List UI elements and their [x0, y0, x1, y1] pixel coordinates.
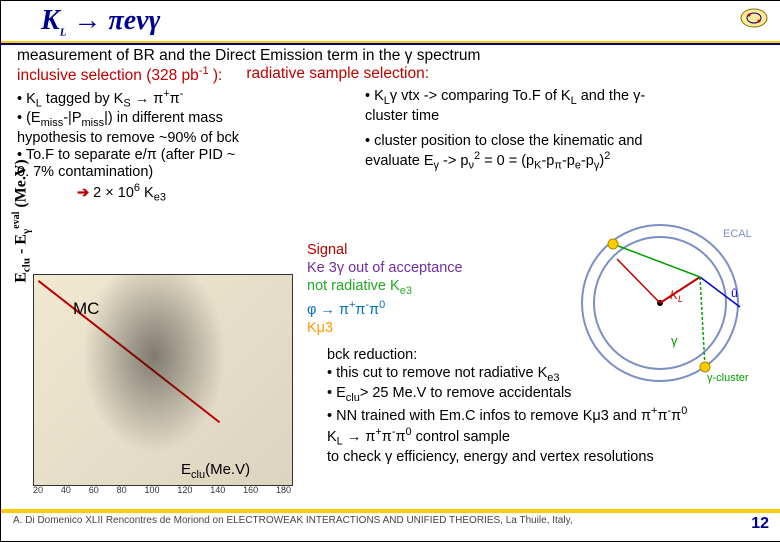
- inclusive-selection-label: inclusive selection (328 pb-1 ):: [17, 65, 222, 85]
- scatter-plot: [33, 274, 293, 486]
- svg-text:γ-cluster: γ-cluster: [707, 372, 749, 384]
- footer-text: A. Di Domenico XLII Rencontres de Morion…: [13, 515, 573, 526]
- right-column: • KLγ vtx -> comparing To.F of KL and th…: [365, 88, 769, 205]
- plot-xticks: 20406080100120140160180: [33, 485, 291, 495]
- bck-bullet: • Eclu> 25 Me.V to remove accidentals: [327, 385, 767, 405]
- bullet: • (Emiss-|Pmiss|) in different mass: [17, 110, 357, 130]
- plot-ylabel: Eclu - Eγeval (Me.V): [11, 121, 33, 321]
- bullet: hypothesis to remove ~90% of bck: [17, 130, 357, 147]
- diag-ecal-label: ECAL: [723, 228, 752, 240]
- legend-ke3g: Ke 3γ out of acceptance: [307, 259, 463, 277]
- legend-km3: Kμ3: [307, 319, 463, 337]
- mc-label: MC: [73, 299, 99, 319]
- bullet: • cluster position to close the kinemati…: [365, 133, 769, 150]
- bullet: 0. 7% contamination): [17, 164, 357, 181]
- left-column: • KL tagged by KS → π+π- • (Emiss-|Pmiss…: [17, 88, 357, 205]
- slide-title: KL → πeνγ: [41, 5, 160, 39]
- bullet: evaluate Eγ -> pν2 = 0 = (pK-pπ-pe-pγ)2: [365, 150, 769, 173]
- detector-diagram: ECAL KL û γ γ-cluster: [555, 219, 765, 387]
- bck-bullet: to check γ efficiency, energy and vertex…: [327, 449, 767, 467]
- bullet: • KL tagged by KS → π+π-: [17, 88, 357, 111]
- radiative-selection-label: radiative sample selection:: [246, 65, 429, 85]
- content-area: measurement of BR and the Direct Emissio…: [1, 41, 780, 204]
- title-bar: KL → πeνγ: [1, 1, 780, 41]
- plot-red-line: [34, 275, 254, 455]
- logo-icon: [739, 7, 769, 29]
- page-number: 12: [751, 515, 769, 533]
- footer: A. Di Domenico XLII Rencontres de Morion…: [1, 509, 780, 541]
- svg-text:γ: γ: [671, 333, 678, 348]
- bullet: • KLγ vtx -> comparing To.F of KL and th…: [365, 88, 769, 108]
- bullet: • To.F to separate e/π (after PID ~: [17, 147, 357, 164]
- headline: measurement of BR and the Direct Emissio…: [17, 47, 769, 65]
- legend-phi: φ → π+π-π0: [307, 299, 463, 319]
- plot-xlabel: Eclu(Me.V): [181, 461, 250, 481]
- legend-notradiative: not radiative Ke3: [307, 277, 463, 299]
- title-underline: [1, 41, 780, 45]
- plot-legend: Signal Ke 3γ out of acceptance not radia…: [307, 241, 463, 337]
- bullet: cluster time: [365, 108, 769, 125]
- bck-bullet: KL → π+π-π0 control sample: [327, 426, 767, 449]
- bck-bullet: • NN trained with Em.C infos to remove K…: [327, 405, 767, 426]
- bullet: ➔ 2 × 106 Ke3: [17, 182, 357, 205]
- svg-text:û: û: [731, 286, 738, 300]
- legend-signal: Signal: [307, 241, 463, 259]
